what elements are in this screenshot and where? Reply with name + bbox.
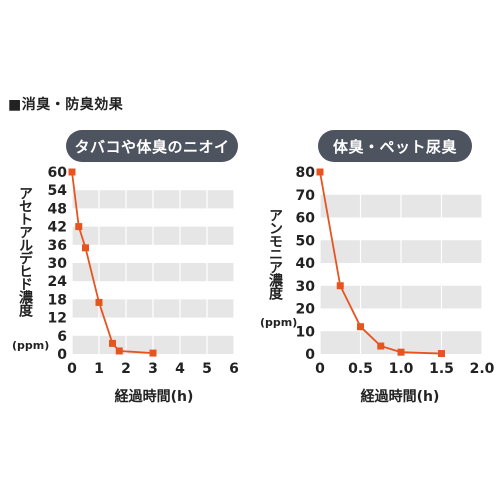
y-tick-label-left: 60 bbox=[48, 165, 68, 181]
y-tick-label-left: 54 bbox=[48, 183, 68, 199]
y-tick-label-right: 60 bbox=[296, 211, 316, 227]
y-axis-label-left: アセトアルデヒド濃度 bbox=[17, 186, 33, 316]
y-tick-label-left: 48 bbox=[48, 201, 67, 217]
data-point-left bbox=[115, 347, 123, 355]
data-point-right bbox=[397, 348, 405, 356]
x-tick-label-left: 3 bbox=[148, 361, 158, 377]
y-tick-label-right: 40 bbox=[296, 256, 316, 272]
x-tick-label-left: 6 bbox=[229, 361, 239, 377]
y-tick-label-right: 80 bbox=[296, 165, 316, 181]
y-tick-label-left: 12 bbox=[48, 311, 67, 327]
x-tick-label-right: 0 bbox=[315, 361, 325, 377]
y-tick-label-right: 0 bbox=[305, 347, 315, 363]
x-tick-label-right: 1.5 bbox=[429, 361, 454, 377]
data-point-right bbox=[316, 168, 324, 176]
x-tick-label-right: 2.0 bbox=[470, 361, 495, 377]
data-point-left bbox=[95, 298, 103, 306]
chart-title-right: 体臭・ペット尿臭 bbox=[318, 130, 472, 162]
y-axis-unit-left: (ppm) bbox=[12, 339, 50, 352]
x-tick-label-left: 2 bbox=[121, 361, 131, 377]
series-line-right bbox=[319, 171, 442, 355]
chart-title-left: タバコや体臭のニオイ bbox=[66, 130, 238, 162]
data-point-left bbox=[82, 244, 89, 252]
x-tick-label-left: 4 bbox=[175, 361, 185, 377]
y-tick-label-left: 30 bbox=[48, 256, 68, 272]
y-tick-label-right: 50 bbox=[296, 233, 316, 249]
x-tick-label-right: 1.0 bbox=[389, 361, 414, 377]
y-tick-label-right: 70 bbox=[296, 188, 316, 204]
data-point-right bbox=[336, 282, 344, 290]
y-tick-label-right: 30 bbox=[296, 279, 316, 295]
y-axis-label-right: アンモニア濃度 bbox=[267, 208, 283, 299]
x-tick-label-left: 5 bbox=[202, 361, 212, 377]
section-heading: ■消臭・防臭効果 bbox=[8, 97, 124, 113]
y-axis-unit-right: (ppm) bbox=[260, 316, 298, 329]
data-point-left bbox=[68, 168, 76, 176]
y-tick-label-right: 20 bbox=[296, 302, 316, 318]
y-tick-label-left: 42 bbox=[48, 220, 67, 236]
data-point-left bbox=[109, 339, 116, 347]
y-tick-label-left: 36 bbox=[48, 238, 67, 254]
x-axis-label-left: 経過時間(h) bbox=[114, 389, 194, 405]
x-tick-label-right: 0.5 bbox=[348, 361, 373, 377]
y-tick-label-right: 10 bbox=[296, 324, 316, 340]
data-point-right bbox=[357, 323, 364, 331]
data-point-right bbox=[438, 350, 445, 358]
y-tick-label-left: 6 bbox=[57, 329, 67, 345]
data-point-right bbox=[377, 342, 385, 350]
y-tick-label-left: 0 bbox=[57, 347, 67, 363]
data-point-left bbox=[149, 349, 157, 357]
y-tick-label-left: 18 bbox=[48, 292, 67, 308]
data-point-left bbox=[75, 223, 83, 231]
x-axis-label-right: 経過時間(h) bbox=[360, 389, 440, 405]
y-tick-label-left: 24 bbox=[48, 274, 68, 290]
x-tick-label-left: 0 bbox=[67, 361, 77, 377]
x-tick-label-left: 1 bbox=[94, 361, 104, 377]
